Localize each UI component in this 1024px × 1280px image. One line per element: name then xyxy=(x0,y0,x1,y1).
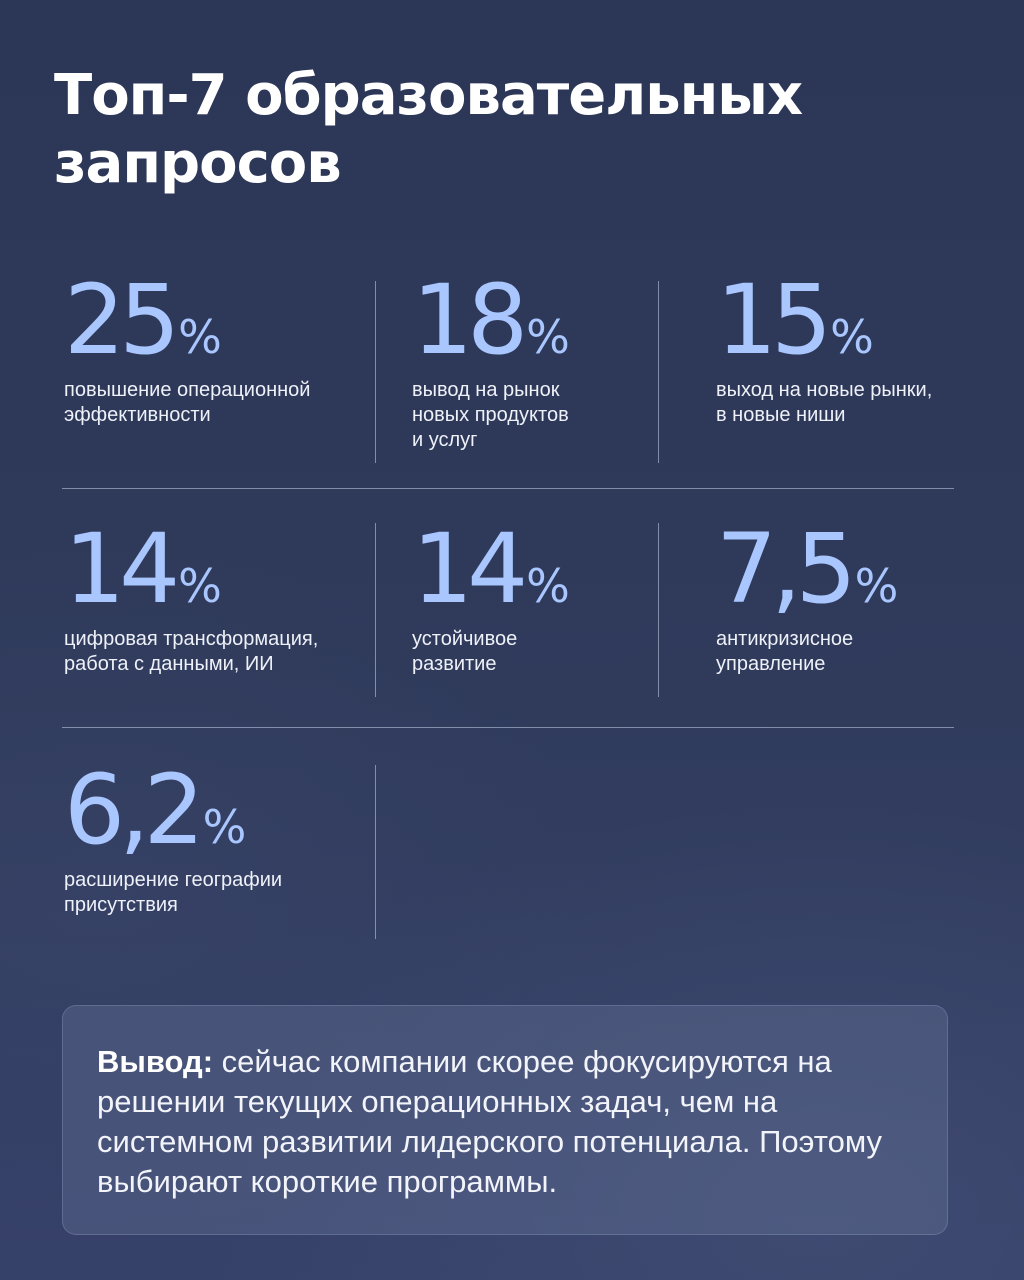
row-divider xyxy=(62,727,954,728)
stat-number: 18 xyxy=(412,264,528,376)
page-title: Топ-7 образовательных запросов xyxy=(54,63,803,196)
column-divider xyxy=(658,281,659,463)
column-divider xyxy=(375,765,376,939)
stat-crisis-management: 7,5% антикризисное управление xyxy=(716,521,898,677)
stat-label: выход на новые рынки, в новые ниши xyxy=(716,379,933,426)
stat-new-markets: 15% выход на новые рынки, в новые ниши xyxy=(716,272,932,428)
stat-number: 7,5 xyxy=(716,513,857,625)
column-divider xyxy=(658,523,659,697)
stat-sustainable-development: 14% устойчивое развитие xyxy=(412,521,570,677)
conclusion-lead: Вывод: xyxy=(97,1044,214,1079)
stat-number: 6,2 xyxy=(64,754,205,866)
stat-number: 25 xyxy=(64,264,180,376)
percent-sign: % xyxy=(830,310,874,364)
stat-label: антикризисное управление xyxy=(716,628,854,675)
stat-label: расширение географии присутствия xyxy=(64,869,283,916)
stat-value: 6,2% xyxy=(64,762,282,858)
stat-value: 25% xyxy=(64,272,310,368)
conclusion-box: Вывод: сейчас компании скорее фокусируют… xyxy=(62,1005,948,1235)
percent-sign: % xyxy=(526,310,570,364)
conclusion-text: Вывод: сейчас компании скорее фокусируют… xyxy=(97,1042,913,1202)
stat-label: вывод на рынок новых продуктов и услуг xyxy=(412,379,569,451)
stat-number: 15 xyxy=(716,264,832,376)
stat-operational-efficiency: 25% повышение операционной эффективности xyxy=(64,272,310,428)
stat-digital-transformation: 14% цифровая трансформация, работа с дан… xyxy=(64,521,318,677)
stat-value: 14% xyxy=(412,521,570,617)
percent-sign: % xyxy=(854,559,899,613)
stat-value: 15% xyxy=(716,272,932,368)
stat-geography-expansion: 6,2% расширение географии присутствия xyxy=(64,762,282,918)
column-divider xyxy=(375,523,376,697)
stat-value: 14% xyxy=(64,521,318,617)
stat-value: 18% xyxy=(412,272,570,368)
stat-value: 7,5% xyxy=(716,521,898,617)
column-divider xyxy=(375,281,376,463)
stat-label: устойчивое развитие xyxy=(412,628,518,675)
row-divider xyxy=(62,488,954,489)
percent-sign: % xyxy=(526,559,570,613)
stat-number: 14 xyxy=(64,513,180,625)
stat-new-products: 18% вывод на рынок новых продуктов и усл… xyxy=(412,272,570,453)
stat-label: повышение операционной эффективности xyxy=(64,379,311,426)
conclusion-body: сейчас компании скорее фокусируются на р… xyxy=(97,1044,883,1199)
stat-number: 14 xyxy=(412,513,528,625)
percent-sign: % xyxy=(202,800,247,854)
stat-label: цифровая трансформация, работа с данными… xyxy=(64,628,319,675)
percent-sign: % xyxy=(178,310,222,364)
percent-sign: % xyxy=(178,559,222,613)
